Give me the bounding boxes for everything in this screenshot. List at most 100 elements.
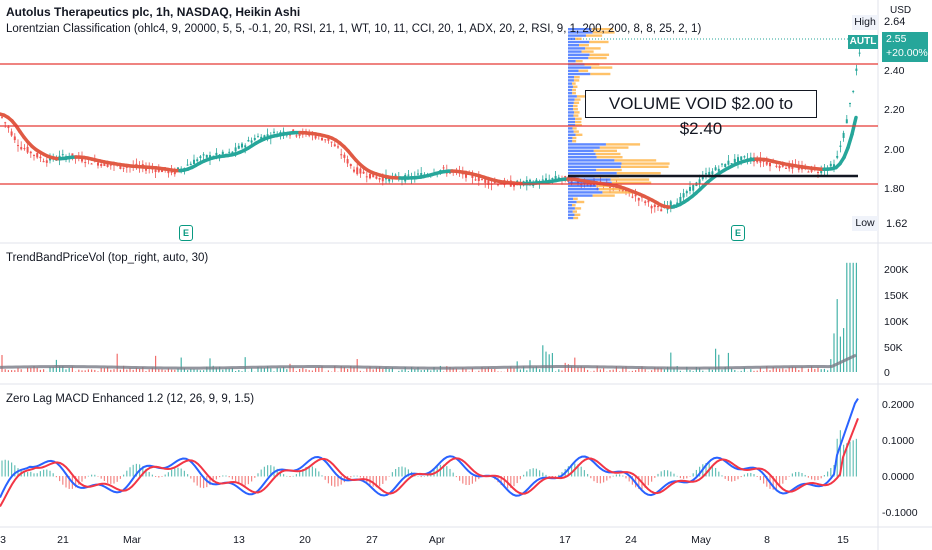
volume-bar: [135, 367, 137, 372]
volume-profile-bar: [573, 79, 580, 82]
volume-bar: [702, 370, 704, 372]
candle-body: [81, 156, 83, 162]
volume-bar: [372, 369, 374, 372]
volume-profile-bar: [568, 172, 617, 175]
volume-bar: [180, 357, 182, 372]
macd-histogram-bar: [443, 464, 445, 477]
volume-bar: [724, 366, 726, 372]
volume-profile-bar: [572, 140, 577, 143]
macd-histogram-bar: [711, 465, 713, 477]
earnings-marker-icon[interactable]: E: [731, 225, 745, 241]
macd-histogram-bar: [292, 475, 294, 477]
macd-histogram-bar: [39, 471, 41, 477]
price-chart[interactable]: [0, 28, 878, 220]
volume-profile-bar: [568, 204, 573, 207]
volume-bar: [113, 369, 115, 372]
volume-bar: [436, 369, 438, 372]
macd-histogram-bar: [110, 476, 112, 484]
macd-histogram-bar: [689, 476, 691, 477]
macd-histogram-bar: [135, 463, 137, 477]
macd-histogram-bar: [337, 476, 339, 487]
volume-profile-bar: [592, 194, 615, 197]
macd-histogram-bar: [462, 476, 464, 484]
volume-bar: [276, 367, 278, 372]
macd-histogram-bar: [276, 468, 278, 477]
macd-histogram-bar: [177, 467, 179, 477]
volume-bar: [30, 367, 32, 372]
candle-body: [122, 167, 125, 169]
volume-bar: [651, 370, 653, 372]
volume-profile-bar: [575, 133, 583, 136]
volume-profile-bar: [568, 92, 573, 95]
candle-body: [103, 161, 106, 167]
volume-profile-bar: [568, 60, 576, 63]
volume-profile-bar: [599, 146, 629, 149]
macd-indicator-label[interactable]: Zero Lag MACD Enhanced 1.2 (12, 26, 9, 9…: [6, 393, 255, 405]
macd-histogram-bar: [36, 473, 38, 477]
macd-histogram-bar: [539, 470, 541, 477]
macd-histogram-bar: [737, 476, 739, 480]
macd-histogram-bar: [379, 476, 381, 487]
candle-body: [321, 137, 323, 141]
symbol-badge[interactable]: AUTL: [848, 35, 878, 49]
macd-histogram-bar: [244, 476, 246, 486]
volume-bar: [20, 369, 22, 372]
candle-body: [817, 172, 819, 174]
candle-body: [679, 196, 682, 203]
volume-void-annotation[interactable]: VOLUME VOID $2.00 to $2.40: [585, 90, 817, 138]
volume-bar: [721, 369, 723, 372]
volume-profile-bar: [568, 200, 577, 204]
macd-histogram-bar: [798, 471, 800, 477]
macd-histogram-bar: [657, 473, 659, 477]
macd-histogram-bar: [279, 471, 281, 477]
volume-profile-bar: [572, 92, 576, 95]
macd-histogram-bar: [196, 476, 198, 486]
macd-histogram-bar: [203, 476, 205, 489]
candle-body: [554, 175, 557, 180]
candle-body: [765, 162, 768, 165]
macd-histogram-bar: [628, 476, 630, 482]
candle-body: [36, 152, 39, 158]
volume-bar: [398, 370, 400, 372]
volume-bar: [587, 369, 589, 372]
macd-histogram-bar: [225, 475, 227, 477]
volume-bar: [139, 368, 141, 372]
indicator-lorentzian-label[interactable]: Lorentzian Classification (ohlc4, 9, 200…: [6, 23, 702, 35]
volume-bar: [843, 328, 845, 372]
macd-histogram-bar: [55, 476, 57, 478]
volume-profile-bar: [568, 165, 621, 168]
volume-indicator-label[interactable]: TrendBandPriceVol (top_right, auto, 30): [6, 252, 209, 264]
candle-body: [266, 134, 269, 136]
volume-bar: [382, 368, 384, 372]
volume-profile-bar: [573, 197, 578, 200]
macd-histogram-bar: [686, 476, 688, 479]
earnings-marker-icon[interactable]: E: [179, 225, 193, 241]
volume-bar: [260, 367, 262, 372]
macd-histogram-bar: [27, 472, 29, 477]
volume-bar: [644, 369, 646, 372]
candle-body: [842, 132, 845, 138]
macd-histogram-bar: [187, 474, 189, 477]
time-axis-tick: 8: [764, 534, 770, 546]
volume-bar: [343, 367, 345, 372]
volume-bar: [523, 366, 525, 372]
volume-bar: [62, 366, 64, 372]
volume-bar: [27, 367, 29, 372]
macd-histogram-bar: [532, 468, 534, 477]
candle-body: [724, 164, 727, 168]
macd-histogram-bar: [827, 471, 829, 477]
macd-histogram-bar: [475, 476, 477, 482]
macd-histogram-bar: [817, 476, 819, 481]
volume-bar: [740, 370, 742, 372]
candle-body: [145, 168, 147, 171]
macd-histogram-bar: [305, 467, 307, 477]
volume-profile-bar: [568, 50, 582, 53]
macd-histogram-bar: [363, 476, 365, 480]
macd-histogram-bar: [782, 476, 784, 484]
trend-band-segment: [842, 145, 850, 160]
volume-bar: [625, 366, 627, 372]
candle-body: [359, 168, 362, 174]
volume-profile-bar: [568, 188, 599, 191]
macd-histogram-bar: [209, 476, 211, 486]
